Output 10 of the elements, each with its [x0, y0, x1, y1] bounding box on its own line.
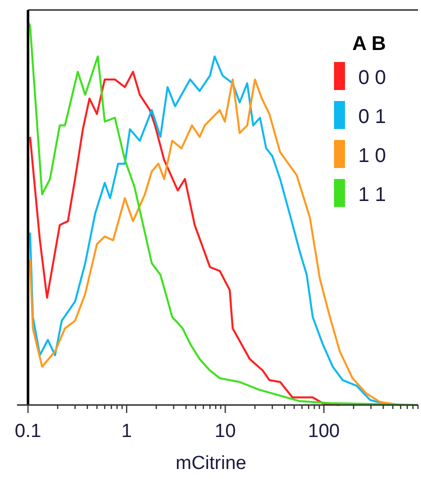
legend-label: 1 1 — [358, 184, 386, 206]
x-tick-label: 10 — [214, 421, 236, 442]
legend-label: 0 1 — [358, 106, 386, 128]
x-tick-label: 1 — [121, 421, 132, 442]
x-tick-label: 0.1 — [14, 421, 42, 442]
legend-label: 0 0 — [358, 67, 386, 89]
x-tick-label: 100 — [308, 421, 340, 442]
x-axis-title: mCitrine — [176, 453, 246, 474]
legend-label: 1 0 — [358, 145, 386, 167]
legend-title: A B — [352, 33, 386, 55]
